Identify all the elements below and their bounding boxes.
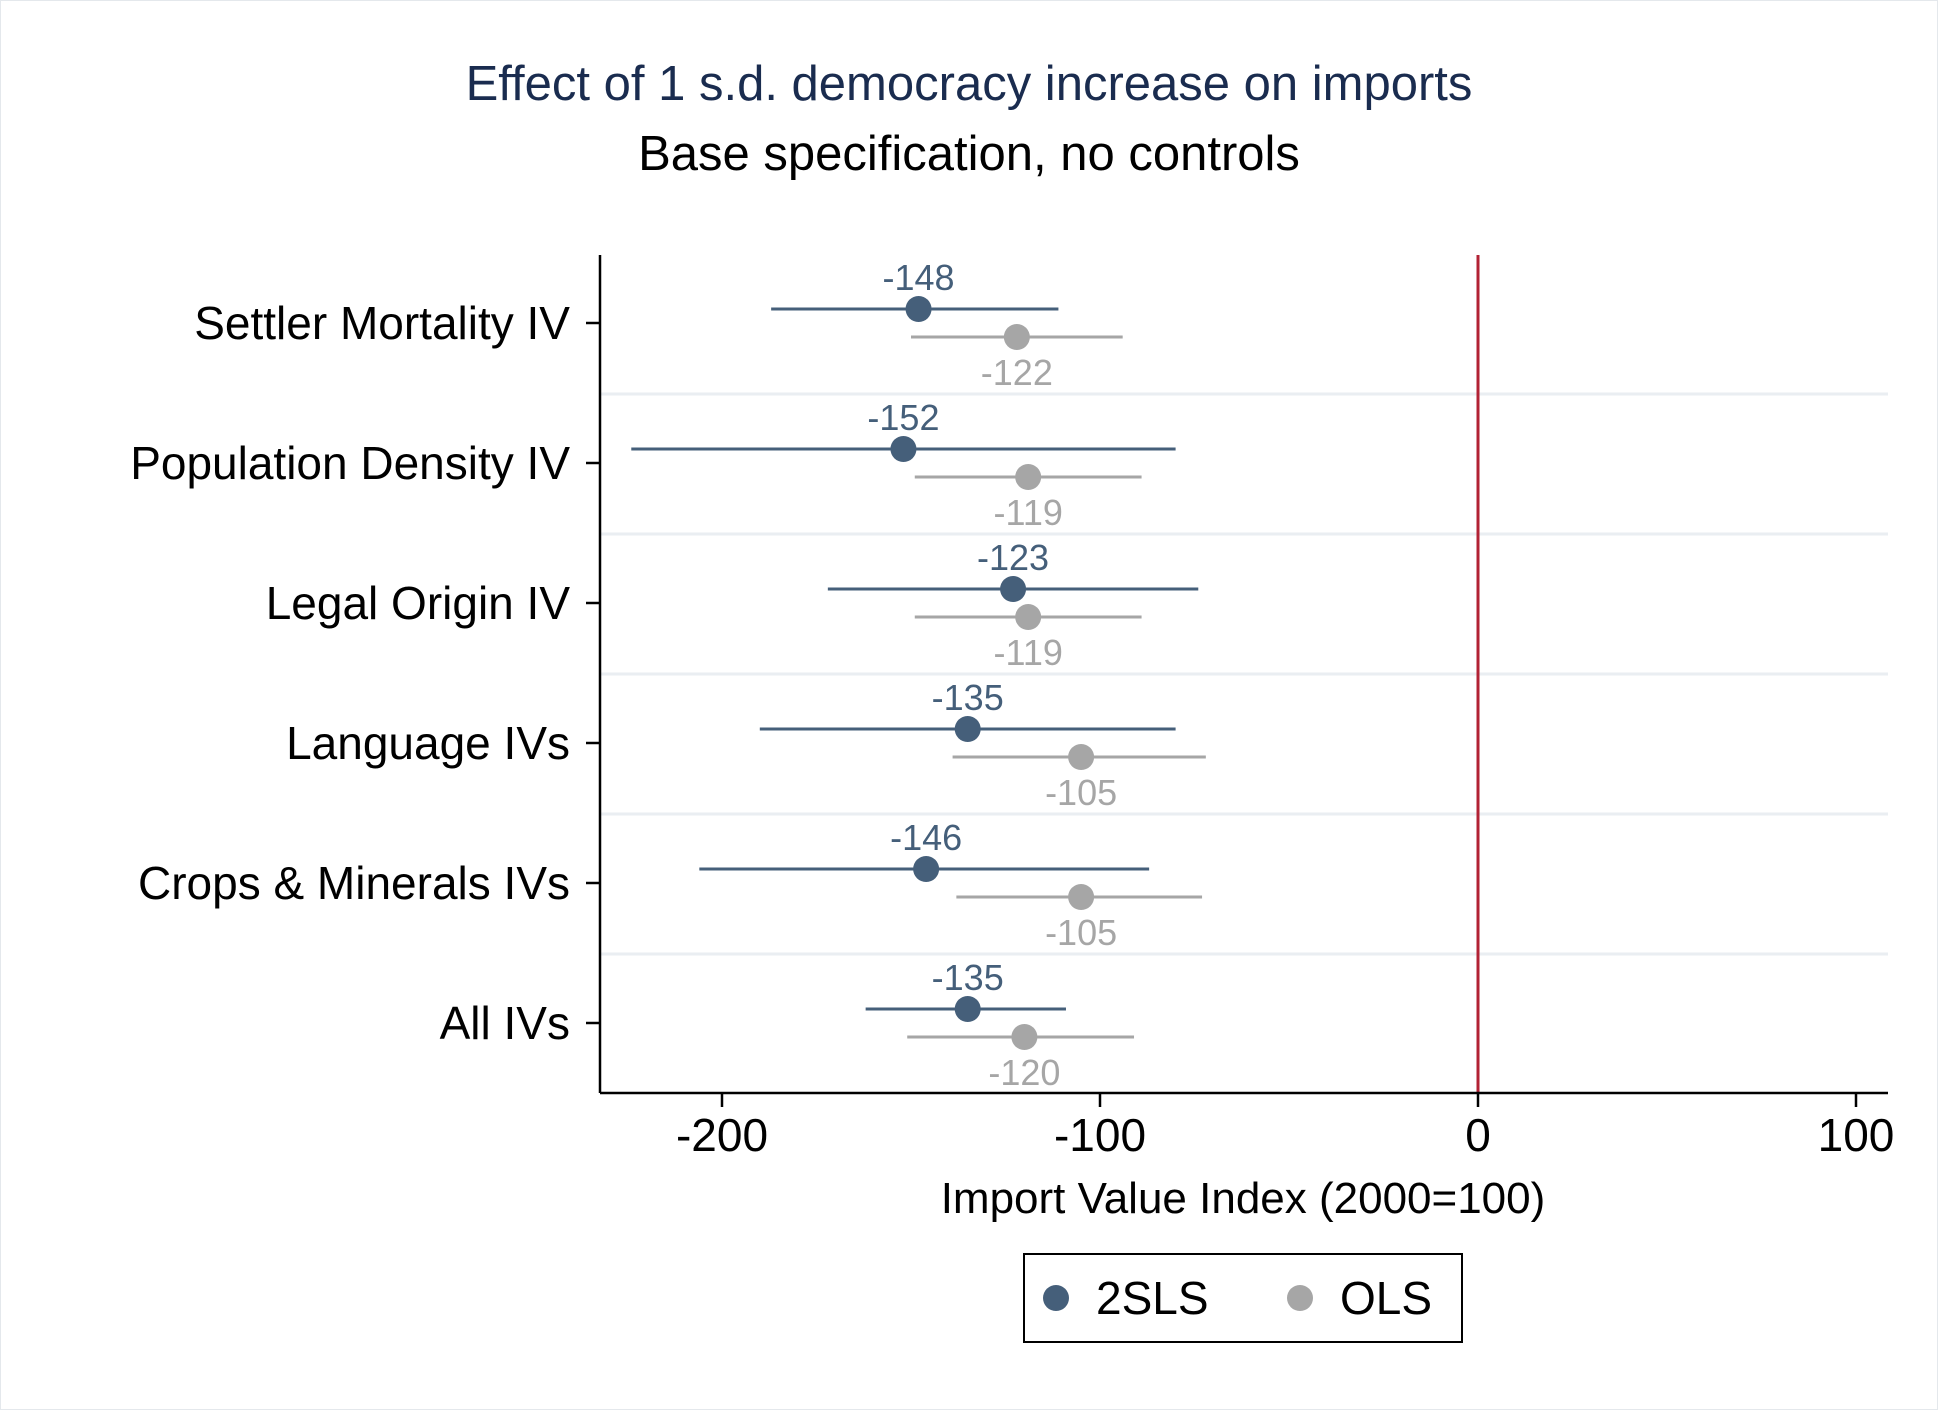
legend-marker [1043, 1285, 1069, 1311]
estimate-point [913, 856, 940, 882]
estimate-point [890, 436, 917, 462]
estimate-point [954, 716, 981, 742]
data-label: -119 [993, 632, 1062, 673]
estimate-point [954, 996, 981, 1022]
estimate-point [905, 296, 932, 322]
legend-marker [1287, 1285, 1313, 1311]
data-label: -146 [890, 817, 962, 858]
estimate-point [1011, 1024, 1038, 1050]
data-label: -123 [977, 537, 1049, 578]
legend-box [1023, 1253, 1463, 1343]
y-category-label: Language IVs [286, 717, 570, 769]
x-tick-label: -100 [1054, 1109, 1146, 1161]
data-label: -152 [867, 397, 939, 438]
axes [586, 255, 1888, 1107]
x-tick-label: -200 [676, 1109, 768, 1161]
data-marks: -148 -152 -123 -135 -146 -135 -122 -119 -119 -105… [631, 257, 1206, 1093]
x-axis-labels: -200 -100 0 100 [676, 1109, 1894, 1161]
legend-label: OLS [1340, 1272, 1432, 1324]
data-label: -120 [988, 1052, 1060, 1093]
legend-label: 2SLS [1096, 1272, 1209, 1324]
gridlines [600, 392, 1888, 956]
y-axis-labels: Settler Mortality IV Population Density I… [130, 297, 570, 1049]
estimate-point [1068, 744, 1095, 770]
estimate-point [1003, 324, 1030, 350]
data-label: -148 [883, 257, 955, 298]
y-category-label: Crops & Minerals IVs [138, 857, 570, 909]
x-tick-label: 0 [1465, 1109, 1491, 1161]
estimate-point [1015, 604, 1042, 630]
chart-title: Effect of 1 s.d. democracy increase on i… [466, 57, 1473, 111]
y-category-label: Population Density IV [130, 437, 570, 489]
data-label: -135 [932, 957, 1004, 998]
estimate-point [1000, 576, 1027, 602]
data-label: -105 [1045, 912, 1117, 953]
y-category-label: Settler Mortality IV [194, 297, 570, 349]
x-tick-label: 100 [1818, 1109, 1895, 1161]
y-category-label: Legal Origin IV [266, 577, 571, 629]
data-label: -122 [981, 352, 1053, 393]
estimate-point [1068, 884, 1095, 910]
legend: 2SLS OLS [1023, 1253, 1463, 1343]
chart-subtitle: Base specification, no controls [638, 127, 1300, 181]
estimate-point [1015, 464, 1042, 490]
x-axis-title: Import Value Index (2000=100) [941, 1174, 1546, 1223]
data-label: -105 [1045, 772, 1117, 813]
data-label: -135 [932, 677, 1004, 718]
y-category-label: All IVs [440, 997, 570, 1049]
data-label: -119 [993, 492, 1062, 533]
